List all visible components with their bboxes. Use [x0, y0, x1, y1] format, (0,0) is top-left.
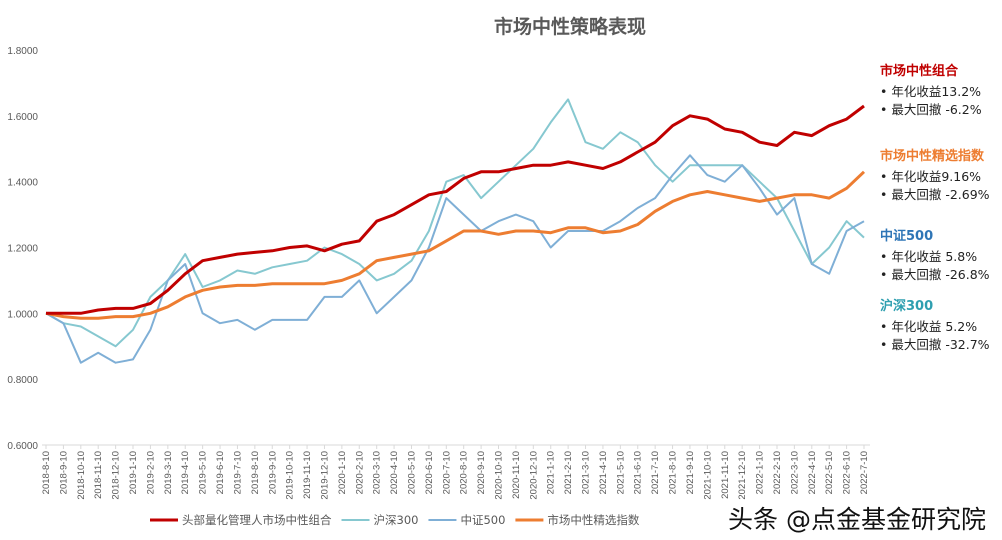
x-tick-label: 2018-12-10 [111, 451, 122, 500]
x-tick-label: 2018-9-10 [58, 451, 69, 494]
x-tick-label: 2021-8-10 [668, 451, 679, 494]
annotation-neutral-portfolio: 市场中性组合 • 年化收益13.2% • 最大回撤 -6.2% [880, 63, 982, 119]
legend-label: 头部量化管理人市场中性组合 [182, 513, 332, 527]
x-tick-label: 2022-4-10 [807, 451, 818, 494]
x-tick-label: 2021-9-10 [685, 451, 696, 494]
x-tick-label: 2019-6-10 [215, 451, 226, 494]
x-tick-label: 2021-12-10 [737, 451, 748, 500]
x-tick-label: 2019-7-10 [232, 451, 243, 494]
y-tick-label: 1.8000 [7, 46, 38, 57]
x-tick-label: 2020-1-10 [337, 451, 348, 494]
legend-label: 市场中性精选指数 [547, 513, 639, 527]
x-tick-label: 2021-3-10 [581, 451, 592, 494]
x-tick-label: 2019-5-10 [198, 451, 209, 494]
x-tick-label: 2019-3-10 [163, 451, 174, 494]
x-tick-label: 2022-3-10 [789, 451, 800, 494]
y-tick-label: 1.4000 [7, 178, 38, 189]
x-tick-label: 2020-12-10 [528, 451, 539, 500]
x-tick-label: 2019-9-10 [267, 451, 278, 494]
x-tick-label: 2021-1-10 [546, 451, 557, 494]
x-tick-label: 2020-6-10 [424, 451, 435, 494]
x-tick-label: 2020-3-10 [372, 451, 383, 494]
series-line-1 [45, 98, 865, 348]
x-tick-label: 2021-6-10 [633, 451, 644, 494]
x-tick-label: 2018-10-10 [76, 451, 87, 500]
x-tick-label: 2019-12-10 [319, 451, 330, 500]
annotation-line: • 最大回撤 -6.2% [880, 102, 982, 117]
y-tick-label: 0.6000 [7, 441, 38, 452]
x-tick-label: 2021-11-10 [720, 451, 731, 499]
x-tick-label: 2020-7-10 [441, 451, 452, 494]
x-tick-label: 2018-8-10 [41, 451, 52, 494]
annotation-line: • 最大回撤 -26.8% [880, 267, 990, 282]
x-tick-label: 2022-1-10 [755, 451, 766, 494]
series-line-0 [46, 104, 865, 315]
x-tick-label: 2019-11-10 [302, 451, 313, 499]
x-tick-label: 2021-10-10 [702, 451, 713, 500]
legend-label: 中证500 [460, 513, 505, 527]
x-tick-label: 2022-2-10 [772, 451, 783, 494]
x-tick-label: 2018-11-10 [93, 451, 104, 499]
x-tick-label: 2019-10-10 [285, 451, 296, 500]
annotation-line: • 最大回撤 -2.69% [880, 187, 990, 202]
x-tick-label: 2019-8-10 [250, 451, 261, 494]
x-tick-label: 2019-1-10 [128, 451, 139, 494]
x-tick-label: 2020-8-10 [459, 451, 470, 494]
x-tick-label: 2022-6-10 [842, 451, 853, 494]
annotation-title: 市场中性精选指数 [880, 149, 985, 164]
x-tick-label: 2020-10-10 [494, 451, 505, 500]
annotation-csi500: 中证500 • 年化收益 5.8% • 最大回撤 -26.8% [880, 228, 990, 284]
annotation-title: 市场中性组合 [880, 64, 959, 79]
y-tick-label: 1.2000 [7, 244, 38, 255]
annotation-line: • 年化收益13.2% [880, 84, 982, 99]
series-line-3 [45, 170, 866, 320]
y-tick-label: 0.8000 [7, 375, 38, 386]
x-tick-label: 2020-5-10 [406, 451, 417, 494]
x-tick-label: 2019-2-10 [145, 451, 156, 494]
x-tick-label: 2019-4-10 [180, 451, 191, 494]
x-tick-label: 2021-5-10 [615, 451, 626, 494]
annotation-title: 中证500 [880, 229, 934, 244]
y-tick-label: 1.6000 [7, 112, 38, 123]
x-tick-label: 2022-5-10 [824, 451, 835, 494]
x-tick-label: 2021-2-10 [563, 451, 574, 494]
x-tick-label: 2021-4-10 [598, 451, 609, 494]
x-tick-label: 2020-11-10 [511, 451, 522, 499]
x-tick-label: 2021-7-10 [650, 451, 661, 494]
annotation-csi300: 沪深300 • 年化收益 5.2% • 最大回撤 -32.7% [880, 298, 990, 354]
annotation-neutral-index: 市场中性精选指数 • 年化收益9.16% • 最大回撤 -2.69% [880, 148, 990, 204]
x-tick-label: 2020-4-10 [389, 451, 400, 494]
annotation-line: • 年化收益 5.2% [880, 319, 978, 334]
annotation-title: 沪深300 [880, 299, 934, 314]
x-tick-label: 2022-7-10 [859, 451, 870, 494]
chart-title: 市场中性策略表现 [493, 16, 646, 38]
annotation-line: • 年化收益 5.8% [880, 249, 978, 264]
x-tick-label: 2020-2-10 [354, 451, 365, 494]
series-line-2 [45, 154, 865, 364]
watermark: 头条 @点金基金研究院 [728, 505, 986, 534]
annotation-line: • 年化收益9.16% [880, 169, 982, 184]
annotation-line: • 最大回撤 -32.7% [880, 337, 990, 352]
legend-label: 沪深300 [374, 513, 419, 527]
y-tick-label: 1.0000 [7, 309, 38, 320]
x-tick-label: 2020-9-10 [476, 451, 487, 494]
